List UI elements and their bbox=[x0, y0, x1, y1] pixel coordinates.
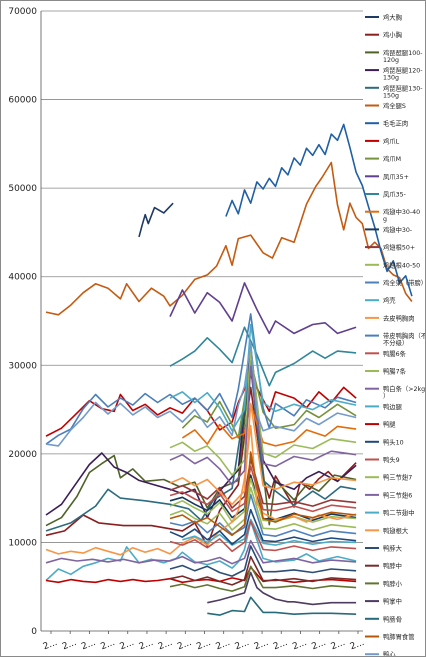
x-tick-label: 2... bbox=[234, 638, 251, 652]
series-line-4 bbox=[45, 344, 357, 519]
x-tick-label: 2... bbox=[311, 638, 328, 652]
legend-label: 鸭掌中 bbox=[383, 597, 402, 606]
series-line-36 bbox=[169, 451, 357, 537]
series-line-24 bbox=[45, 566, 357, 584]
series-line-30 bbox=[169, 402, 357, 506]
legend-label: 鸭腿 bbox=[383, 420, 396, 429]
series-line-7 bbox=[225, 123, 413, 297]
legend-label: 鸡琵琶腿130-150g bbox=[383, 83, 422, 99]
series-line-6 bbox=[45, 161, 413, 316]
series-line-17 bbox=[45, 520, 357, 582]
legend-label: 鸡爪L bbox=[383, 136, 400, 145]
legend-label: 鸡大胸 bbox=[383, 13, 402, 22]
series-line-16 bbox=[169, 493, 357, 538]
series-line-22 bbox=[45, 539, 357, 565]
legend-label: 鸭脖中 bbox=[383, 561, 402, 570]
x-tick-label: 2... bbox=[215, 638, 232, 652]
legend-label: 鸡全架（带膀） bbox=[383, 278, 425, 287]
series-line-21 bbox=[169, 486, 357, 531]
y-tick-label: 0 bbox=[31, 627, 37, 637]
series-line-33 bbox=[169, 565, 357, 592]
legend-label: 鸭肺胃食管 bbox=[383, 632, 414, 641]
x-tick-label: 2... bbox=[349, 638, 366, 652]
x-tick-label: 2... bbox=[42, 638, 59, 652]
series-line-11 bbox=[169, 326, 357, 387]
series-line-10 bbox=[169, 282, 357, 335]
legend-label: 鸡爪M bbox=[383, 154, 401, 163]
legend-label: 毛毛正肉 bbox=[383, 119, 408, 128]
series-line-28 bbox=[169, 365, 357, 486]
legend-label: 鸭肠骨 bbox=[383, 614, 402, 623]
series-line-32 bbox=[169, 555, 357, 586]
x-tick-label: 2... bbox=[291, 638, 308, 652]
legend-label: 鸭头9 bbox=[383, 455, 400, 464]
x-tick-label: 2... bbox=[99, 638, 116, 652]
legend-label: 鸭三节翅6 bbox=[383, 490, 412, 499]
y-tick-label: 70000 bbox=[8, 7, 37, 17]
legend-label: 鸡琵琶腿120-130g bbox=[383, 66, 422, 82]
series-line-31 bbox=[169, 545, 357, 577]
x-tick-label: 2... bbox=[272, 638, 289, 652]
x-tick-label: 2... bbox=[176, 638, 193, 652]
series-line-12 bbox=[181, 403, 357, 447]
legend-label: 鸡琵琶腿100-120g bbox=[383, 48, 422, 64]
y-tick-label: 60000 bbox=[8, 96, 37, 106]
legend-label: 鸡翅中30-40 g bbox=[383, 207, 420, 223]
legend-label: 鸭三节翅7 bbox=[383, 473, 412, 482]
legend-label: 鸭边腿 bbox=[383, 402, 403, 411]
series-line-1 bbox=[138, 202, 174, 238]
series-line-14 bbox=[169, 458, 357, 509]
legend-label: 去皮鸭胸肉 bbox=[383, 313, 414, 322]
x-tick-label: 2... bbox=[119, 638, 136, 652]
legend-label: 带皮鸭胸肉（不论不分级） bbox=[383, 331, 425, 347]
x-tick-label: 2... bbox=[80, 638, 97, 652]
legend-label: 鸭翅根大 bbox=[383, 526, 409, 535]
series-line-2 bbox=[45, 386, 357, 547]
legend-label: 鸭脖小 bbox=[383, 579, 403, 588]
legend-label: 鸡翅中30- bbox=[383, 225, 412, 234]
series-line-25 bbox=[169, 508, 357, 546]
x-tick-label: 2... bbox=[195, 638, 212, 652]
series-line-9 bbox=[181, 360, 357, 439]
legend-label: 鸭白条（>2kg） bbox=[383, 384, 425, 400]
legend-label: 凤爪35- bbox=[383, 191, 406, 199]
legend-label: 鸡小胸 bbox=[383, 30, 402, 39]
y-tick-label: 50000 bbox=[8, 184, 37, 194]
series-line-37 bbox=[45, 342, 357, 447]
y-tick-label: 40000 bbox=[8, 273, 37, 283]
y-tick-label: 10000 bbox=[8, 538, 37, 548]
y-tick-label: 30000 bbox=[8, 361, 37, 371]
series-line-26 bbox=[169, 520, 357, 553]
legend-label: 鸭腸7条 bbox=[383, 367, 407, 376]
legend-label: 鸭头10 bbox=[383, 437, 404, 446]
legend-label: 鸡全腿S bbox=[383, 101, 406, 110]
series-line-19 bbox=[45, 313, 357, 445]
series-line-34 bbox=[207, 571, 357, 606]
legend-label: 鸭心 bbox=[383, 650, 396, 656]
x-tick-label: 2... bbox=[157, 638, 174, 652]
x-tick-label: 2... bbox=[61, 638, 78, 652]
series-line-23 bbox=[182, 518, 357, 546]
series-line-27 bbox=[169, 347, 357, 476]
legend-label: 鸭腸6条 bbox=[383, 349, 407, 358]
x-tick-label: 2... bbox=[253, 638, 270, 652]
x-tick-label: 2... bbox=[138, 638, 155, 652]
legend-label: 鸡翅根50+ bbox=[383, 243, 415, 252]
legend-label: 鸡壳 bbox=[383, 296, 396, 305]
legend-label: 凤爪35+ bbox=[383, 173, 409, 181]
series-line-35 bbox=[207, 596, 357, 616]
y-tick-label: 20000 bbox=[8, 450, 37, 460]
legend-label: 鸭二节翅中 bbox=[383, 508, 414, 517]
x-tick-label: 2... bbox=[330, 638, 347, 652]
legend-label: 鸭脖大 bbox=[383, 544, 403, 553]
legend-label: 鸡翅根40-50 bbox=[383, 260, 420, 269]
